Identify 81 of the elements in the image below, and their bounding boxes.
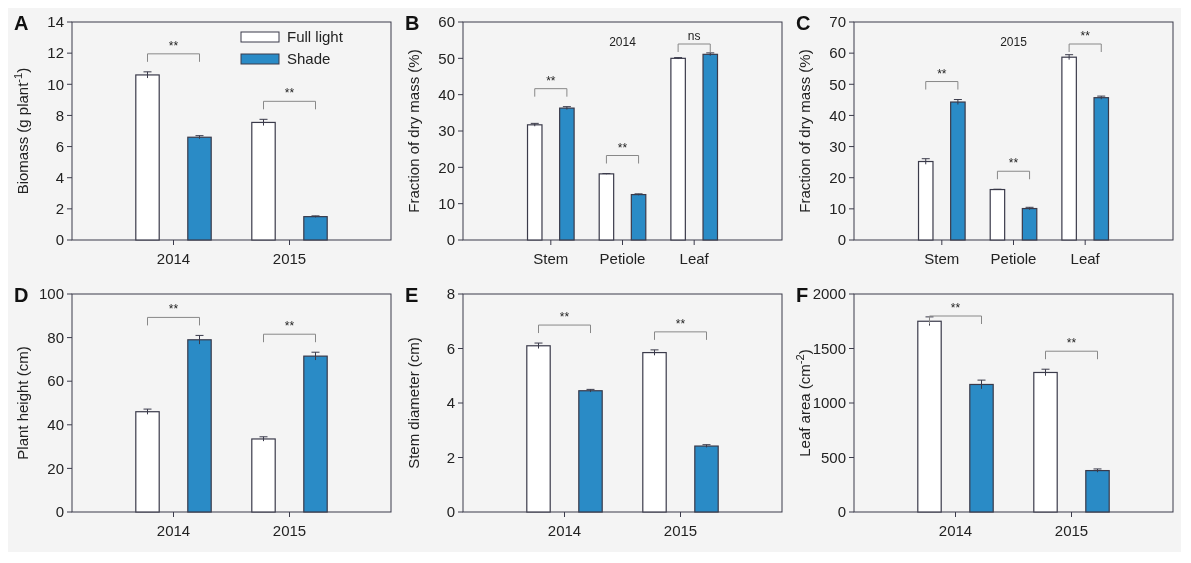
- y-tick-label: 10: [829, 200, 846, 218]
- annotation: **: [937, 66, 947, 81]
- y-tick-label: 20: [829, 168, 846, 186]
- y-tick-label: 14: [47, 13, 64, 31]
- y-tick-label: 100: [38, 285, 64, 303]
- y-axis-title: Fraction of dry mass (%): [796, 49, 813, 213]
- y-tick-label: 0: [446, 231, 455, 249]
- x-tick-label: Stem: [533, 250, 569, 267]
- chart-title: E: [405, 284, 419, 306]
- y-tick-label: 30: [438, 122, 455, 140]
- x-tick-label: Petiole: [990, 250, 1037, 267]
- y-tick-label: 1500: [812, 339, 846, 357]
- annotation: **: [559, 310, 570, 325]
- y-tick-label: 6: [446, 339, 455, 357]
- y-tick-label: 0: [55, 231, 64, 249]
- annotation: **: [1080, 29, 1091, 43]
- y-tick-label: 2000: [812, 285, 846, 303]
- chart-title: A: [14, 12, 29, 34]
- y-axis-title: Plant height (cm): [14, 346, 31, 460]
- y-tick-label: 2: [55, 200, 64, 218]
- legend-label: Shade: [287, 50, 331, 68]
- x-tick-label: Leaf: [1070, 250, 1101, 267]
- y-tick-label: 40: [829, 106, 846, 124]
- chart-title: F: [796, 284, 809, 306]
- y-axis-title: Fraction of dry mass (%): [405, 49, 422, 213]
- x-tick-label: 2014: [547, 522, 582, 539]
- y-tick-label: 4: [55, 168, 64, 186]
- annotation: **: [168, 302, 179, 317]
- y-tick-label: 60: [829, 44, 846, 62]
- y-tick-label: 8: [55, 106, 64, 124]
- legend-label: Full light: [287, 28, 344, 46]
- annotation: **: [950, 301, 961, 315]
- text: 2014: [609, 35, 637, 49]
- y-tick-label: 0: [837, 231, 846, 249]
- y-tick-label: 10: [47, 75, 64, 93]
- x-tick-label: Leaf: [679, 250, 710, 267]
- y-tick-label: 8: [446, 285, 455, 303]
- annotation: **: [617, 140, 628, 155]
- y-tick-label: 40: [47, 416, 64, 434]
- y-axis-title: Stem diameter (cm): [405, 337, 422, 469]
- chart-title: B: [405, 12, 420, 34]
- x-tick-label: 2014: [156, 250, 191, 267]
- y-tick-label: 1000: [812, 394, 846, 412]
- y-tick-label: 0: [837, 503, 846, 521]
- text: 2015: [1000, 35, 1028, 49]
- y-tick-label: 6: [55, 137, 64, 155]
- annotation: **: [284, 319, 295, 334]
- annotation: **: [675, 316, 686, 331]
- y-tick-label: 10: [438, 194, 455, 212]
- y-tick-label: 30: [829, 137, 846, 155]
- y-tick-label: 0: [55, 503, 64, 521]
- y-tick-label: 50: [829, 75, 846, 93]
- y-tick-label: 60: [47, 372, 64, 390]
- annotation: ns: [687, 29, 701, 43]
- x-tick-label: 2015: [272, 250, 307, 267]
- y-tick-label: 20: [47, 459, 64, 477]
- annotation: **: [168, 38, 179, 53]
- y-tick-label: 60: [438, 13, 455, 31]
- y-tick-label: 4: [446, 394, 455, 412]
- x-tick-label: Stem: [924, 250, 960, 267]
- y-tick-label: 40: [438, 85, 455, 103]
- y-tick-label: 12: [47, 44, 64, 62]
- x-tick-label: 2015: [272, 522, 307, 539]
- y-tick-label: 20: [438, 158, 455, 176]
- y-tick-label: 80: [47, 328, 64, 346]
- y-tick-label: 0: [446, 503, 455, 521]
- x-tick-label: 2014: [938, 522, 973, 539]
- annotation: **: [1008, 156, 1019, 171]
- y-tick-label: 500: [820, 448, 846, 466]
- x-tick-label: 2015: [663, 522, 698, 539]
- x-tick-label: 2015: [1054, 522, 1089, 539]
- y-tick-label: 50: [438, 49, 455, 67]
- annotation: **: [1066, 336, 1077, 351]
- x-tick-label: Petiole: [599, 250, 646, 267]
- x-tick-label: 2014: [156, 522, 191, 539]
- annotation: **: [546, 73, 556, 88]
- chart-title: D: [14, 284, 29, 306]
- y-tick-label: 70: [829, 13, 846, 31]
- y-tick-label: 2: [446, 448, 455, 466]
- annotation: **: [284, 86, 295, 101]
- chart-title: C: [796, 12, 811, 34]
